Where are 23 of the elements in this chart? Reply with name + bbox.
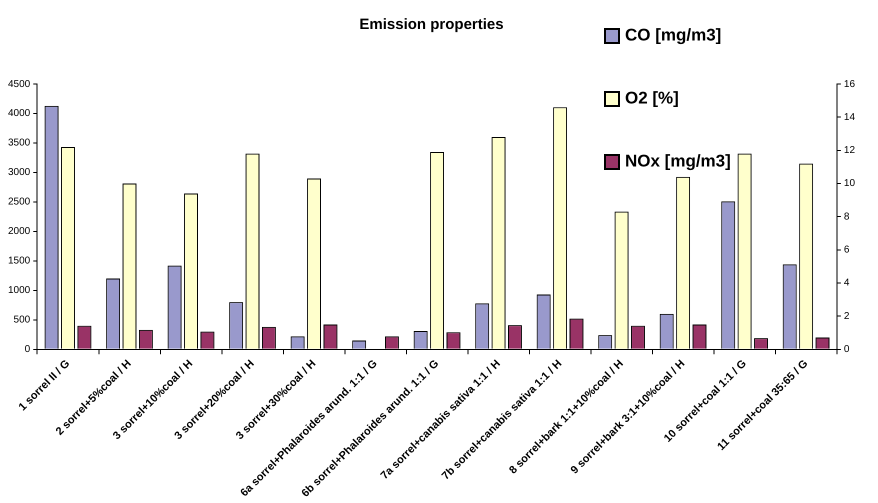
y-tick-label: 0: [24, 344, 31, 356]
y2-tick-label: 2: [844, 310, 850, 322]
y2-tick-label: 14: [844, 112, 856, 123]
y2-tick-label: 4: [844, 278, 850, 289]
legend-label: CO [mg/m3]: [625, 26, 722, 45]
y-tick-label: 4000: [8, 108, 31, 120]
y-tick-label: 4500: [8, 78, 31, 90]
y-tick-label: 1000: [8, 285, 31, 296]
y-tick-label: 3000: [8, 167, 31, 178]
legend-label: O2 [%]: [625, 88, 679, 108]
chart-title: Emission properties: [359, 16, 504, 34]
y2-tick-label: 12: [844, 145, 856, 156]
y-tick-label: 2500: [8, 196, 31, 208]
y2-tick-label: 6: [844, 244, 850, 256]
legend-label: NOx [mg/m3]: [625, 152, 731, 171]
y2-tick-label: 10: [844, 178, 856, 190]
y-tick-label: 500: [14, 314, 31, 326]
y2-tick-label: 16: [844, 78, 856, 90]
y-tick-label: 3500: [8, 138, 31, 149]
y2-tick-label: 0: [844, 344, 850, 356]
y2-tick-label: 8: [844, 211, 850, 222]
y-tick-label: 1500: [8, 256, 31, 267]
y-tick-label: 2000: [8, 226, 31, 238]
